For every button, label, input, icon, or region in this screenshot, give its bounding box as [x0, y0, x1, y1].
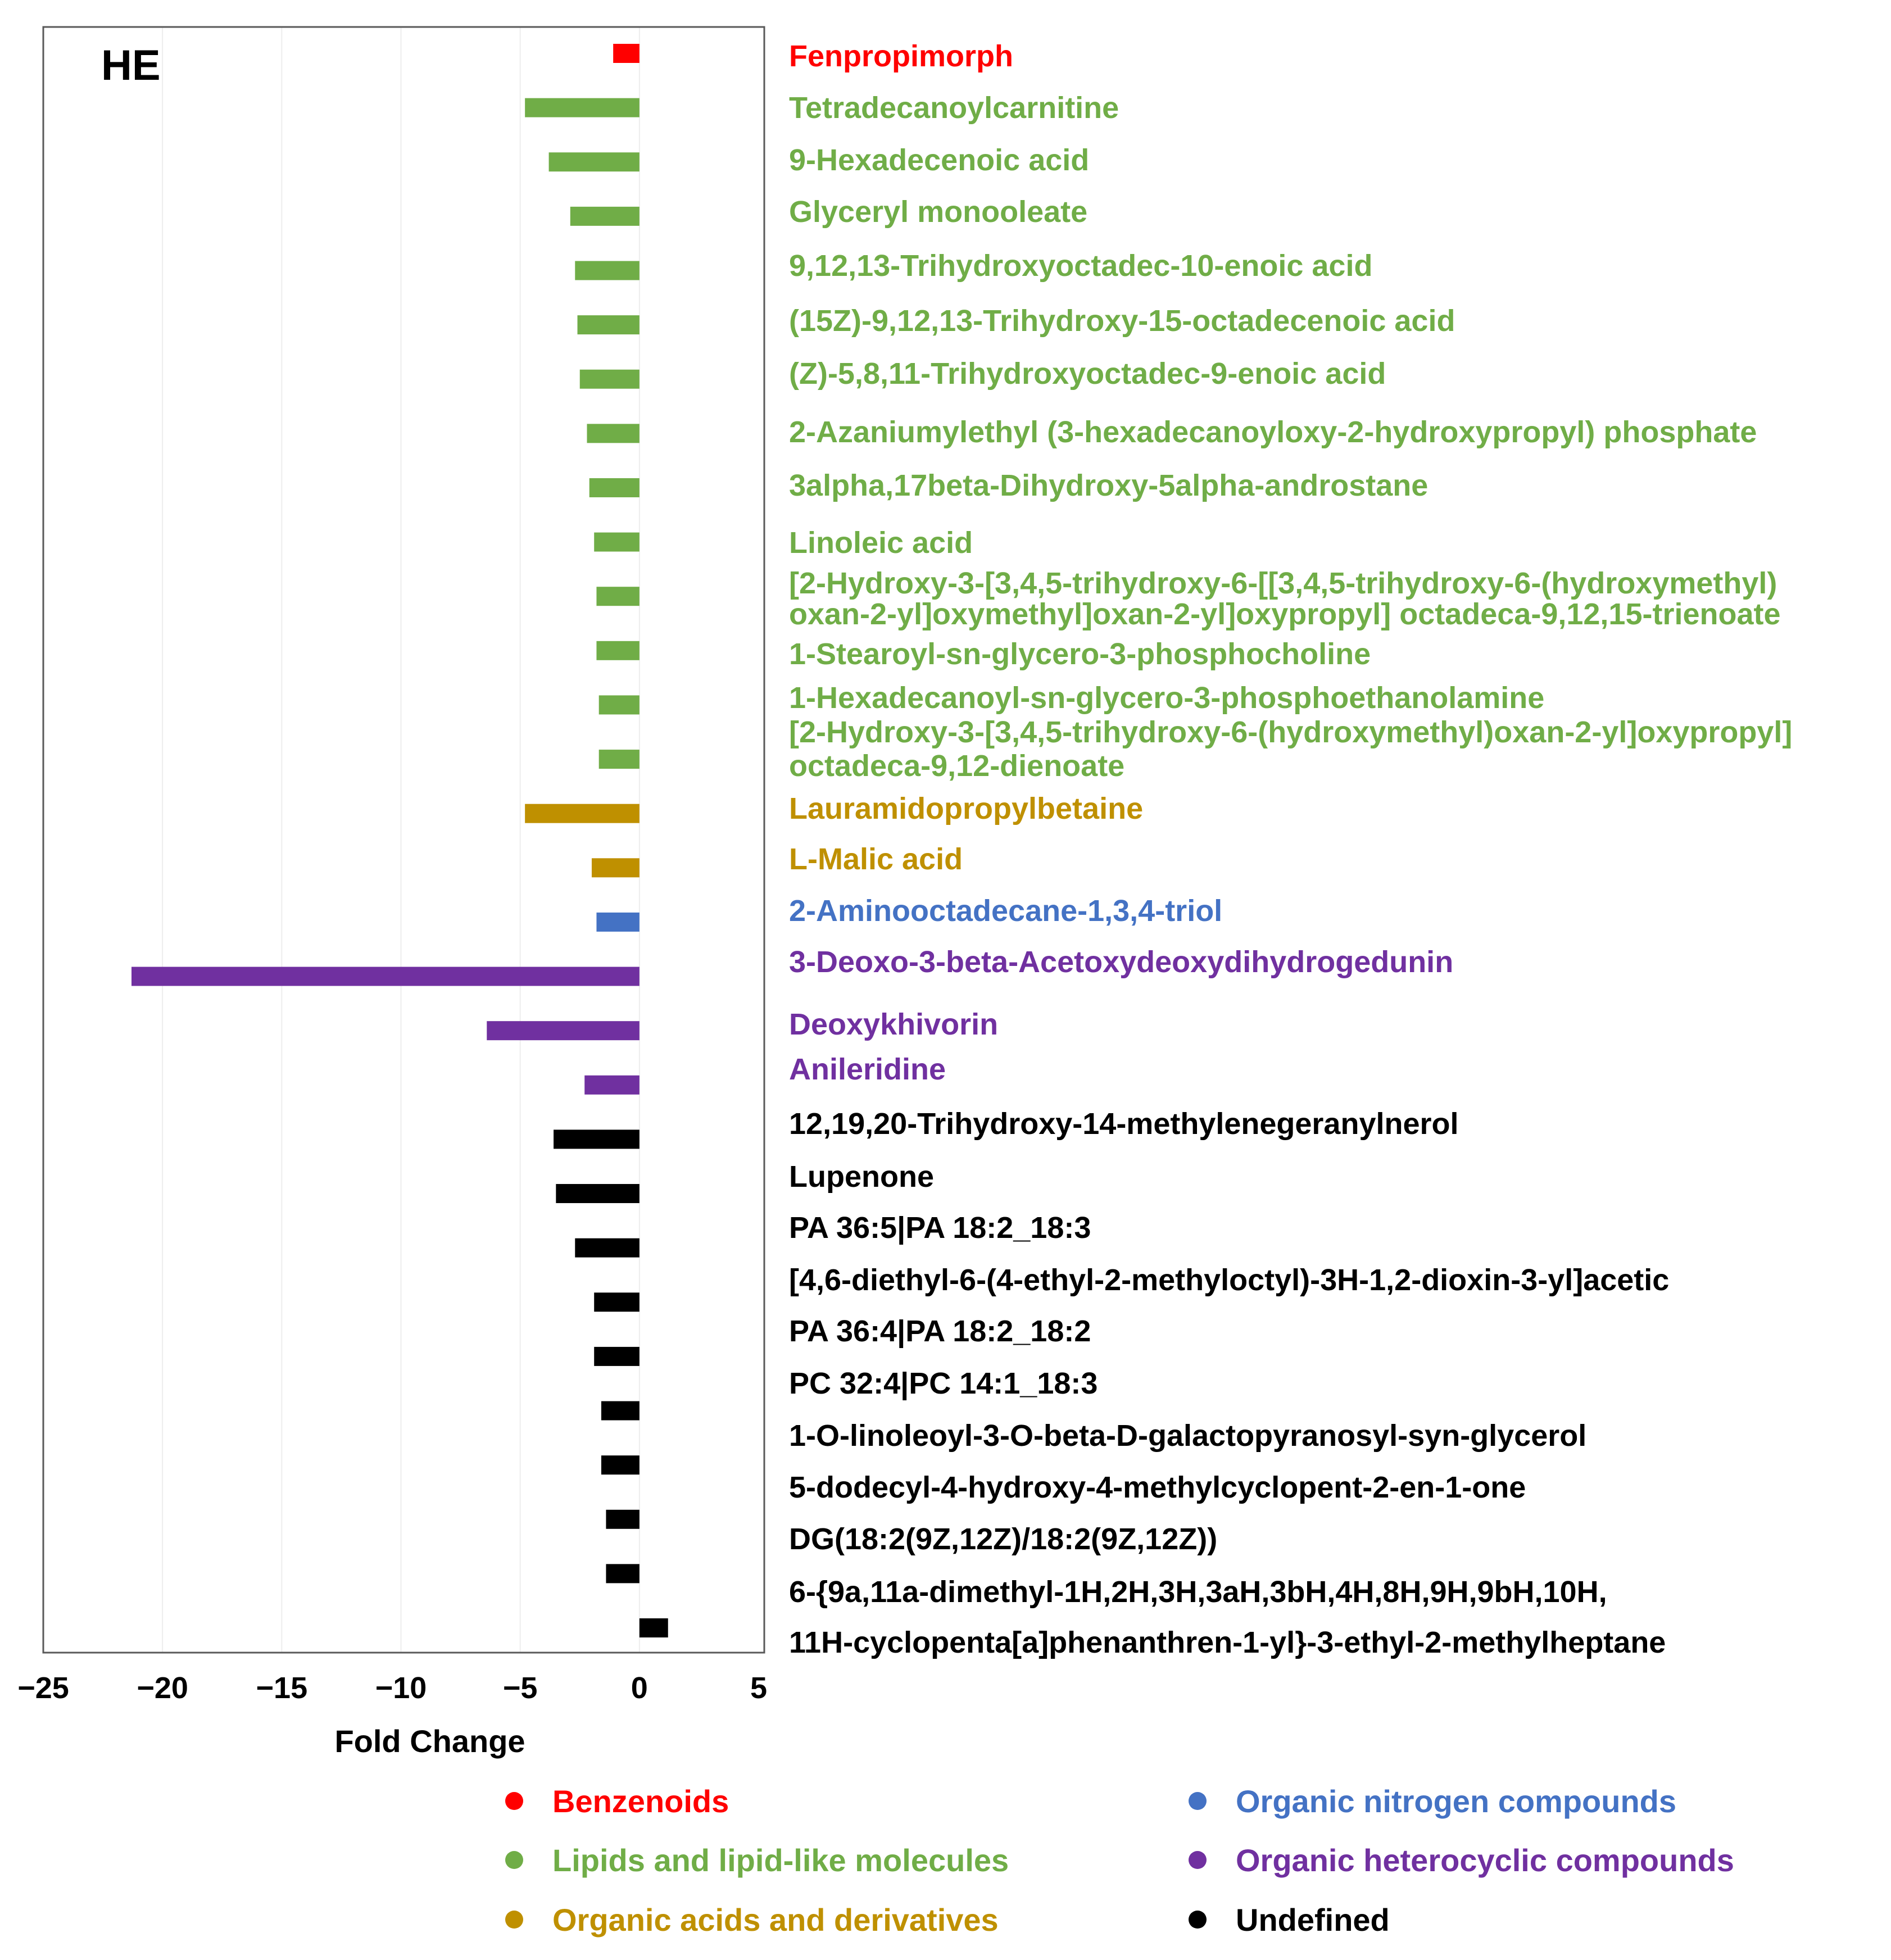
- compound-label: 6-{9a,11a-dimethyl-1H,2H,3H,3aH,3bH,4H,8…: [789, 1575, 1607, 1609]
- x-tick-label: −15: [256, 1671, 308, 1705]
- compound-label: 5-dodecyl-4-hydroxy-4-methylcyclopent-2-…: [789, 1471, 1526, 1504]
- bar: [584, 1075, 640, 1095]
- bar: [596, 641, 640, 660]
- bar: [591, 858, 640, 878]
- bar: [525, 98, 640, 117]
- bar: [601, 1401, 640, 1421]
- compound-label: 11H-cyclopenta[a]phenanthren-1-yl}-3-eth…: [789, 1626, 1666, 1659]
- legend-marker: [1189, 1851, 1207, 1869]
- compound-label: 2-Aminooctadecane-1,3,4-triol: [789, 894, 1222, 928]
- bar: [587, 424, 640, 443]
- bar: [596, 587, 640, 606]
- compound-label: Lupenone: [789, 1160, 934, 1194]
- x-tick-labels: −25 −20 −15 −10 −5 0 5: [17, 1671, 767, 1705]
- compound-label: 3-Deoxo-3-beta-Acetoxydeoxydihydrogeduni…: [789, 945, 1453, 979]
- compound-label: [4,6-diethyl-6-(4-ethyl-2-methyloctyl)-3…: [789, 1263, 1669, 1297]
- compound-label: 2-Azaniumylethyl (3-hexadecanoyloxy-2-hy…: [789, 415, 1757, 449]
- legend: Benzenoids Organic nitrogen compounds Lipi…: [505, 1784, 1734, 1938]
- bar: [575, 261, 640, 280]
- x-tick-label: −25: [17, 1671, 69, 1705]
- bar: [596, 912, 640, 932]
- bar: [487, 1021, 640, 1041]
- bar: [579, 369, 640, 389]
- bar: [639, 1618, 668, 1637]
- compound-label: (15Z)-9,12,13-Trihydroxy-15-octadecenoic…: [789, 304, 1455, 338]
- compound-label: octadeca-9,12-dienoate: [789, 749, 1124, 783]
- compound-label: PA 36:5|PA 18:2_18:3: [789, 1211, 1091, 1245]
- compound-label: 3alpha,17beta-Dihydroxy-5alpha-androstan…: [789, 469, 1428, 502]
- gridlines: [162, 27, 640, 1653]
- bar: [589, 478, 640, 497]
- bar: [525, 804, 640, 823]
- x-tick-label: −5: [503, 1671, 538, 1705]
- bar: [548, 152, 640, 172]
- bar: [606, 1509, 640, 1529]
- bar: [594, 1292, 640, 1312]
- compound-label: Fenpropimorph: [789, 39, 1013, 73]
- x-tick-label: 0: [631, 1671, 648, 1705]
- x-axis-label: Fold Change: [334, 1723, 525, 1759]
- compound-label: 12,19,20-Trihydroxy-14-methylenegeranyln…: [789, 1107, 1459, 1141]
- bar: [598, 750, 640, 769]
- bar: [131, 967, 640, 986]
- compound-label: 1-Stearoyl-sn-glycero-3-phosphocholine: [789, 637, 1371, 671]
- compound-label: [2-Hydroxy-3-[3,4,5-trihydroxy-6-(hydrox…: [789, 715, 1792, 749]
- bars: [131, 44, 668, 1637]
- bar: [613, 44, 640, 63]
- plot-frame: [42, 26, 765, 1654]
- compound-label: Glyceryl monooleate: [789, 195, 1087, 229]
- bar: [594, 1346, 640, 1366]
- compound-label: (Z)-5,8,11-Trihydroxyoctadec-9-enoic aci…: [789, 357, 1386, 391]
- bar: [598, 695, 640, 715]
- compound-label: Deoxykhivorin: [789, 1008, 998, 1041]
- x-tick-label: 5: [750, 1671, 767, 1705]
- compound-label: oxan-2-yl]oxymethyl]oxan-2-yl]oxypropyl]…: [789, 597, 1781, 631]
- compound-label: Tetradecanoylcarnitine: [789, 91, 1119, 125]
- legend-marker: [505, 1792, 523, 1810]
- bar: [556, 1184, 640, 1204]
- legend-marker: [505, 1851, 523, 1869]
- compound-label: Lauramidopropylbetaine: [789, 792, 1143, 825]
- compound-label: DG(18:2(9Z,12Z)/18:2(9Z,12Z)): [789, 1522, 1217, 1556]
- legend-label: Undefined: [1236, 1902, 1390, 1938]
- legend-label: Organic nitrogen compounds: [1236, 1784, 1676, 1819]
- compound-label: [2-Hydroxy-3-[3,4,5-trihydroxy-6-[[3,4,5…: [789, 566, 1777, 600]
- compound-label: Linoleic acid: [789, 526, 973, 560]
- chart-title: HE: [101, 42, 161, 89]
- legend-label: Benzenoids: [552, 1784, 729, 1819]
- legend-label: Lipids and lipid-like molecules: [552, 1843, 1009, 1878]
- compound-labels: Fenpropimorph Tetradecanoylcarnitine 9-Hex…: [789, 39, 1792, 1659]
- compound-label: PC 32:4|PC 14:1_18:3: [789, 1367, 1098, 1401]
- x-tick-label: −10: [375, 1671, 427, 1705]
- bar: [606, 1564, 640, 1584]
- compound-label: 1-O-linoleoyl-3-O-beta-D-galactopyranosy…: [789, 1419, 1586, 1453]
- compound-label: 9-Hexadecenoic acid: [789, 143, 1089, 177]
- bar: [577, 315, 640, 335]
- legend-marker: [1189, 1911, 1207, 1929]
- compound-label: L-Malic acid: [789, 842, 963, 876]
- legend-label: Organic heterocyclic compounds: [1236, 1843, 1734, 1878]
- compound-label: 1-Hexadecanoyl-sn-glycero-3-phosphoethan…: [789, 681, 1544, 715]
- compound-label: 9,12,13-Trihydroxyoctadec-10-enoic acid: [789, 249, 1372, 283]
- compound-label: PA 36:4|PA 18:2_18:2: [789, 1314, 1091, 1349]
- x-tick-label: −20: [137, 1671, 188, 1705]
- bar: [575, 1238, 640, 1258]
- bar: [594, 532, 640, 552]
- legend-marker: [1189, 1792, 1207, 1810]
- bar: [570, 206, 640, 226]
- bar: [554, 1129, 640, 1149]
- legend-label: Organic acids and derivatives: [552, 1902, 999, 1938]
- legend-marker: [505, 1911, 523, 1929]
- compound-label: Anileridine: [789, 1052, 946, 1086]
- bar: [601, 1455, 640, 1475]
